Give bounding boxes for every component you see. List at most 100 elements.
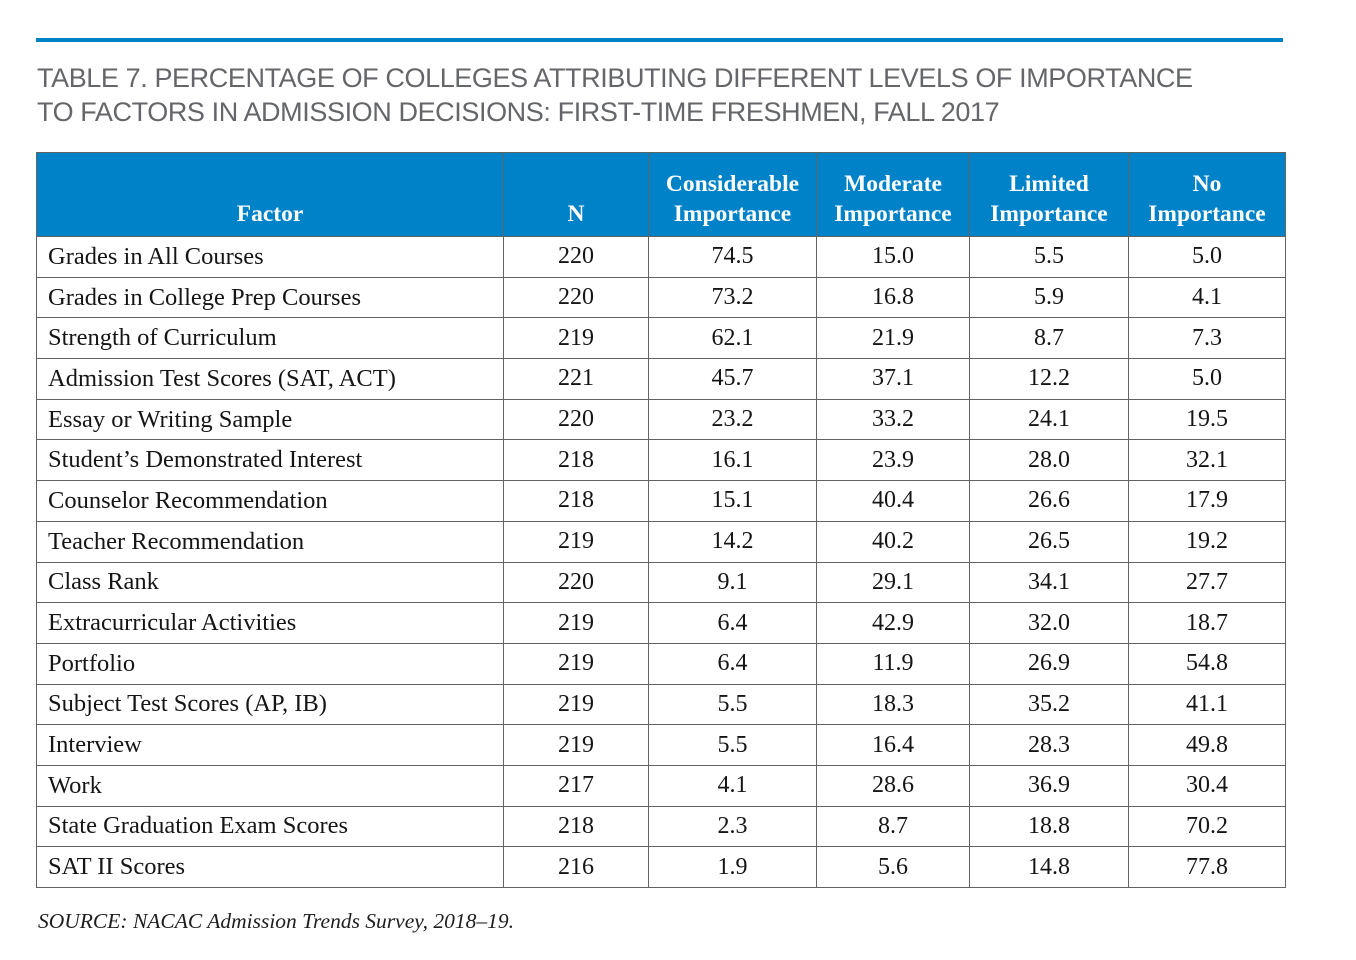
header-row: Factor N Considerable Importance Moderat…	[36, 152, 1286, 237]
cell-considerable: 15.1	[648, 480, 817, 522]
header-n: N	[503, 152, 649, 237]
cell-considerable: 9.1	[648, 561, 817, 604]
cell-n: 219	[503, 602, 649, 644]
cell-none: 27.7	[1128, 561, 1286, 604]
cell-n: 218	[503, 480, 649, 522]
cell-factor: Teacher Recommendation	[36, 520, 504, 563]
table-body: Grades in All Courses 220 74.5 15.0 5.5 …	[36, 236, 1286, 888]
cell-n: 219	[503, 683, 649, 726]
cell-considerable: 23.2	[648, 398, 817, 441]
cell-n: 217	[503, 764, 649, 807]
cell-n: 220	[503, 236, 649, 278]
table-title-line-2: TO FACTORS IN ADMISSION DECISIONS: FIRST…	[37, 97, 1000, 127]
cell-none: 19.2	[1128, 520, 1286, 563]
cell-limited: 18.8	[969, 805, 1129, 848]
cell-n: 221	[503, 358, 649, 400]
cell-limited: 5.5	[969, 236, 1129, 278]
cell-n: 220	[503, 276, 649, 319]
cell-factor: Subject Test Scores (AP, IB)	[36, 683, 504, 726]
cell-n: 220	[503, 561, 649, 604]
table-row: Class Rank 220 9.1 29.1 34.1 27.7	[36, 561, 1286, 604]
cell-considerable: 6.4	[648, 642, 817, 685]
cell-factor: Strength of Curriculum	[36, 317, 504, 360]
cell-n: 219	[503, 642, 649, 685]
cell-moderate: 23.9	[816, 439, 970, 482]
cell-moderate: 8.7	[816, 805, 970, 848]
cell-limited: 26.5	[969, 520, 1129, 563]
cell-none: 30.4	[1128, 764, 1286, 807]
cell-considerable: 5.5	[648, 683, 817, 726]
top-divider-rule	[36, 38, 1283, 42]
table-title: TABLE 7. PERCENTAGE OF COLLEGES ATTRIBUT…	[37, 61, 1317, 129]
cell-considerable: 16.1	[648, 439, 817, 482]
table-row: Teacher Recommendation 219 14.2 40.2 26.…	[36, 520, 1286, 563]
cell-moderate: 28.6	[816, 764, 970, 807]
admission-factors-table: Factor N Considerable Importance Moderat…	[36, 152, 1286, 888]
cell-moderate: 15.0	[816, 236, 970, 278]
cell-none: 5.0	[1128, 358, 1286, 400]
cell-limited: 26.6	[969, 480, 1129, 522]
table-row: Interview 219 5.5 16.4 28.3 49.8	[36, 724, 1286, 766]
table-row: SAT II Scores 216 1.9 5.6 14.8 77.8	[36, 846, 1286, 888]
table-row: Extracurricular Activities 219 6.4 42.9 …	[36, 602, 1286, 644]
cell-none: 49.8	[1128, 724, 1286, 766]
cell-factor: Work	[36, 764, 504, 807]
cell-limited: 14.8	[969, 846, 1129, 888]
cell-moderate: 21.9	[816, 317, 970, 360]
cell-moderate: 16.4	[816, 724, 970, 766]
cell-n: 216	[503, 846, 649, 888]
cell-factor: Student’s Demonstrated Interest	[36, 439, 504, 482]
cell-limited: 8.7	[969, 317, 1129, 360]
table-row: Counselor Recommendation 218 15.1 40.4 2…	[36, 480, 1286, 522]
header-no-importance: No Importance	[1128, 152, 1286, 237]
cell-none: 5.0	[1128, 236, 1286, 278]
cell-moderate: 29.1	[816, 561, 970, 604]
cell-n: 219	[503, 724, 649, 766]
cell-factor: SAT II Scores	[36, 846, 504, 888]
cell-considerable: 14.2	[648, 520, 817, 563]
cell-none: 70.2	[1128, 805, 1286, 848]
cell-factor: Admission Test Scores (SAT, ACT)	[36, 358, 504, 400]
cell-factor: Grades in All Courses	[36, 236, 504, 278]
table-row: Grades in All Courses 220 74.5 15.0 5.5 …	[36, 236, 1286, 278]
table-row: Strength of Curriculum 219 62.1 21.9 8.7…	[36, 317, 1286, 360]
cell-factor: State Graduation Exam Scores	[36, 805, 504, 848]
cell-moderate: 42.9	[816, 602, 970, 644]
cell-factor: Extracurricular Activities	[36, 602, 504, 644]
table-header: Factor N Considerable Importance Moderat…	[36, 152, 1286, 237]
table-row: Admission Test Scores (SAT, ACT) 221 45.…	[36, 358, 1286, 400]
table-row: Subject Test Scores (AP, IB) 219 5.5 18.…	[36, 683, 1286, 726]
cell-limited: 5.9	[969, 276, 1129, 319]
cell-limited: 24.1	[969, 398, 1129, 441]
cell-limited: 32.0	[969, 602, 1129, 644]
cell-considerable: 45.7	[648, 358, 817, 400]
header-limited-importance: Limited Importance	[969, 152, 1129, 237]
cell-n: 218	[503, 805, 649, 848]
cell-considerable: 62.1	[648, 317, 817, 360]
cell-none: 32.1	[1128, 439, 1286, 482]
source-citation: SOURCE: NACAC Admission Trends Survey, 2…	[38, 909, 514, 933]
cell-moderate: 33.2	[816, 398, 970, 441]
cell-n: 218	[503, 439, 649, 482]
cell-moderate: 40.2	[816, 520, 970, 563]
table-title-line-1: TABLE 7. PERCENTAGE OF COLLEGES ATTRIBUT…	[37, 63, 1193, 93]
cell-factor: Grades in College Prep Courses	[36, 276, 504, 319]
cell-considerable: 74.5	[648, 236, 817, 278]
cell-limited: 36.9	[969, 764, 1129, 807]
cell-considerable: 1.9	[648, 846, 817, 888]
cell-moderate: 40.4	[816, 480, 970, 522]
cell-considerable: 5.5	[648, 724, 817, 766]
table-row: Student’s Demonstrated Interest 218 16.1…	[36, 439, 1286, 482]
cell-none: 77.8	[1128, 846, 1286, 888]
cell-none: 19.5	[1128, 398, 1286, 441]
cell-limited: 35.2	[969, 683, 1129, 726]
cell-moderate: 16.8	[816, 276, 970, 319]
table-row: Portfolio 219 6.4 11.9 26.9 54.8	[36, 642, 1286, 685]
cell-none: 7.3	[1128, 317, 1286, 360]
table-row: Work 217 4.1 28.6 36.9 30.4	[36, 764, 1286, 807]
cell-factor: Interview	[36, 724, 504, 766]
cell-factor: Portfolio	[36, 642, 504, 685]
cell-considerable: 4.1	[648, 764, 817, 807]
cell-n: 219	[503, 520, 649, 563]
cell-limited: 26.9	[969, 642, 1129, 685]
